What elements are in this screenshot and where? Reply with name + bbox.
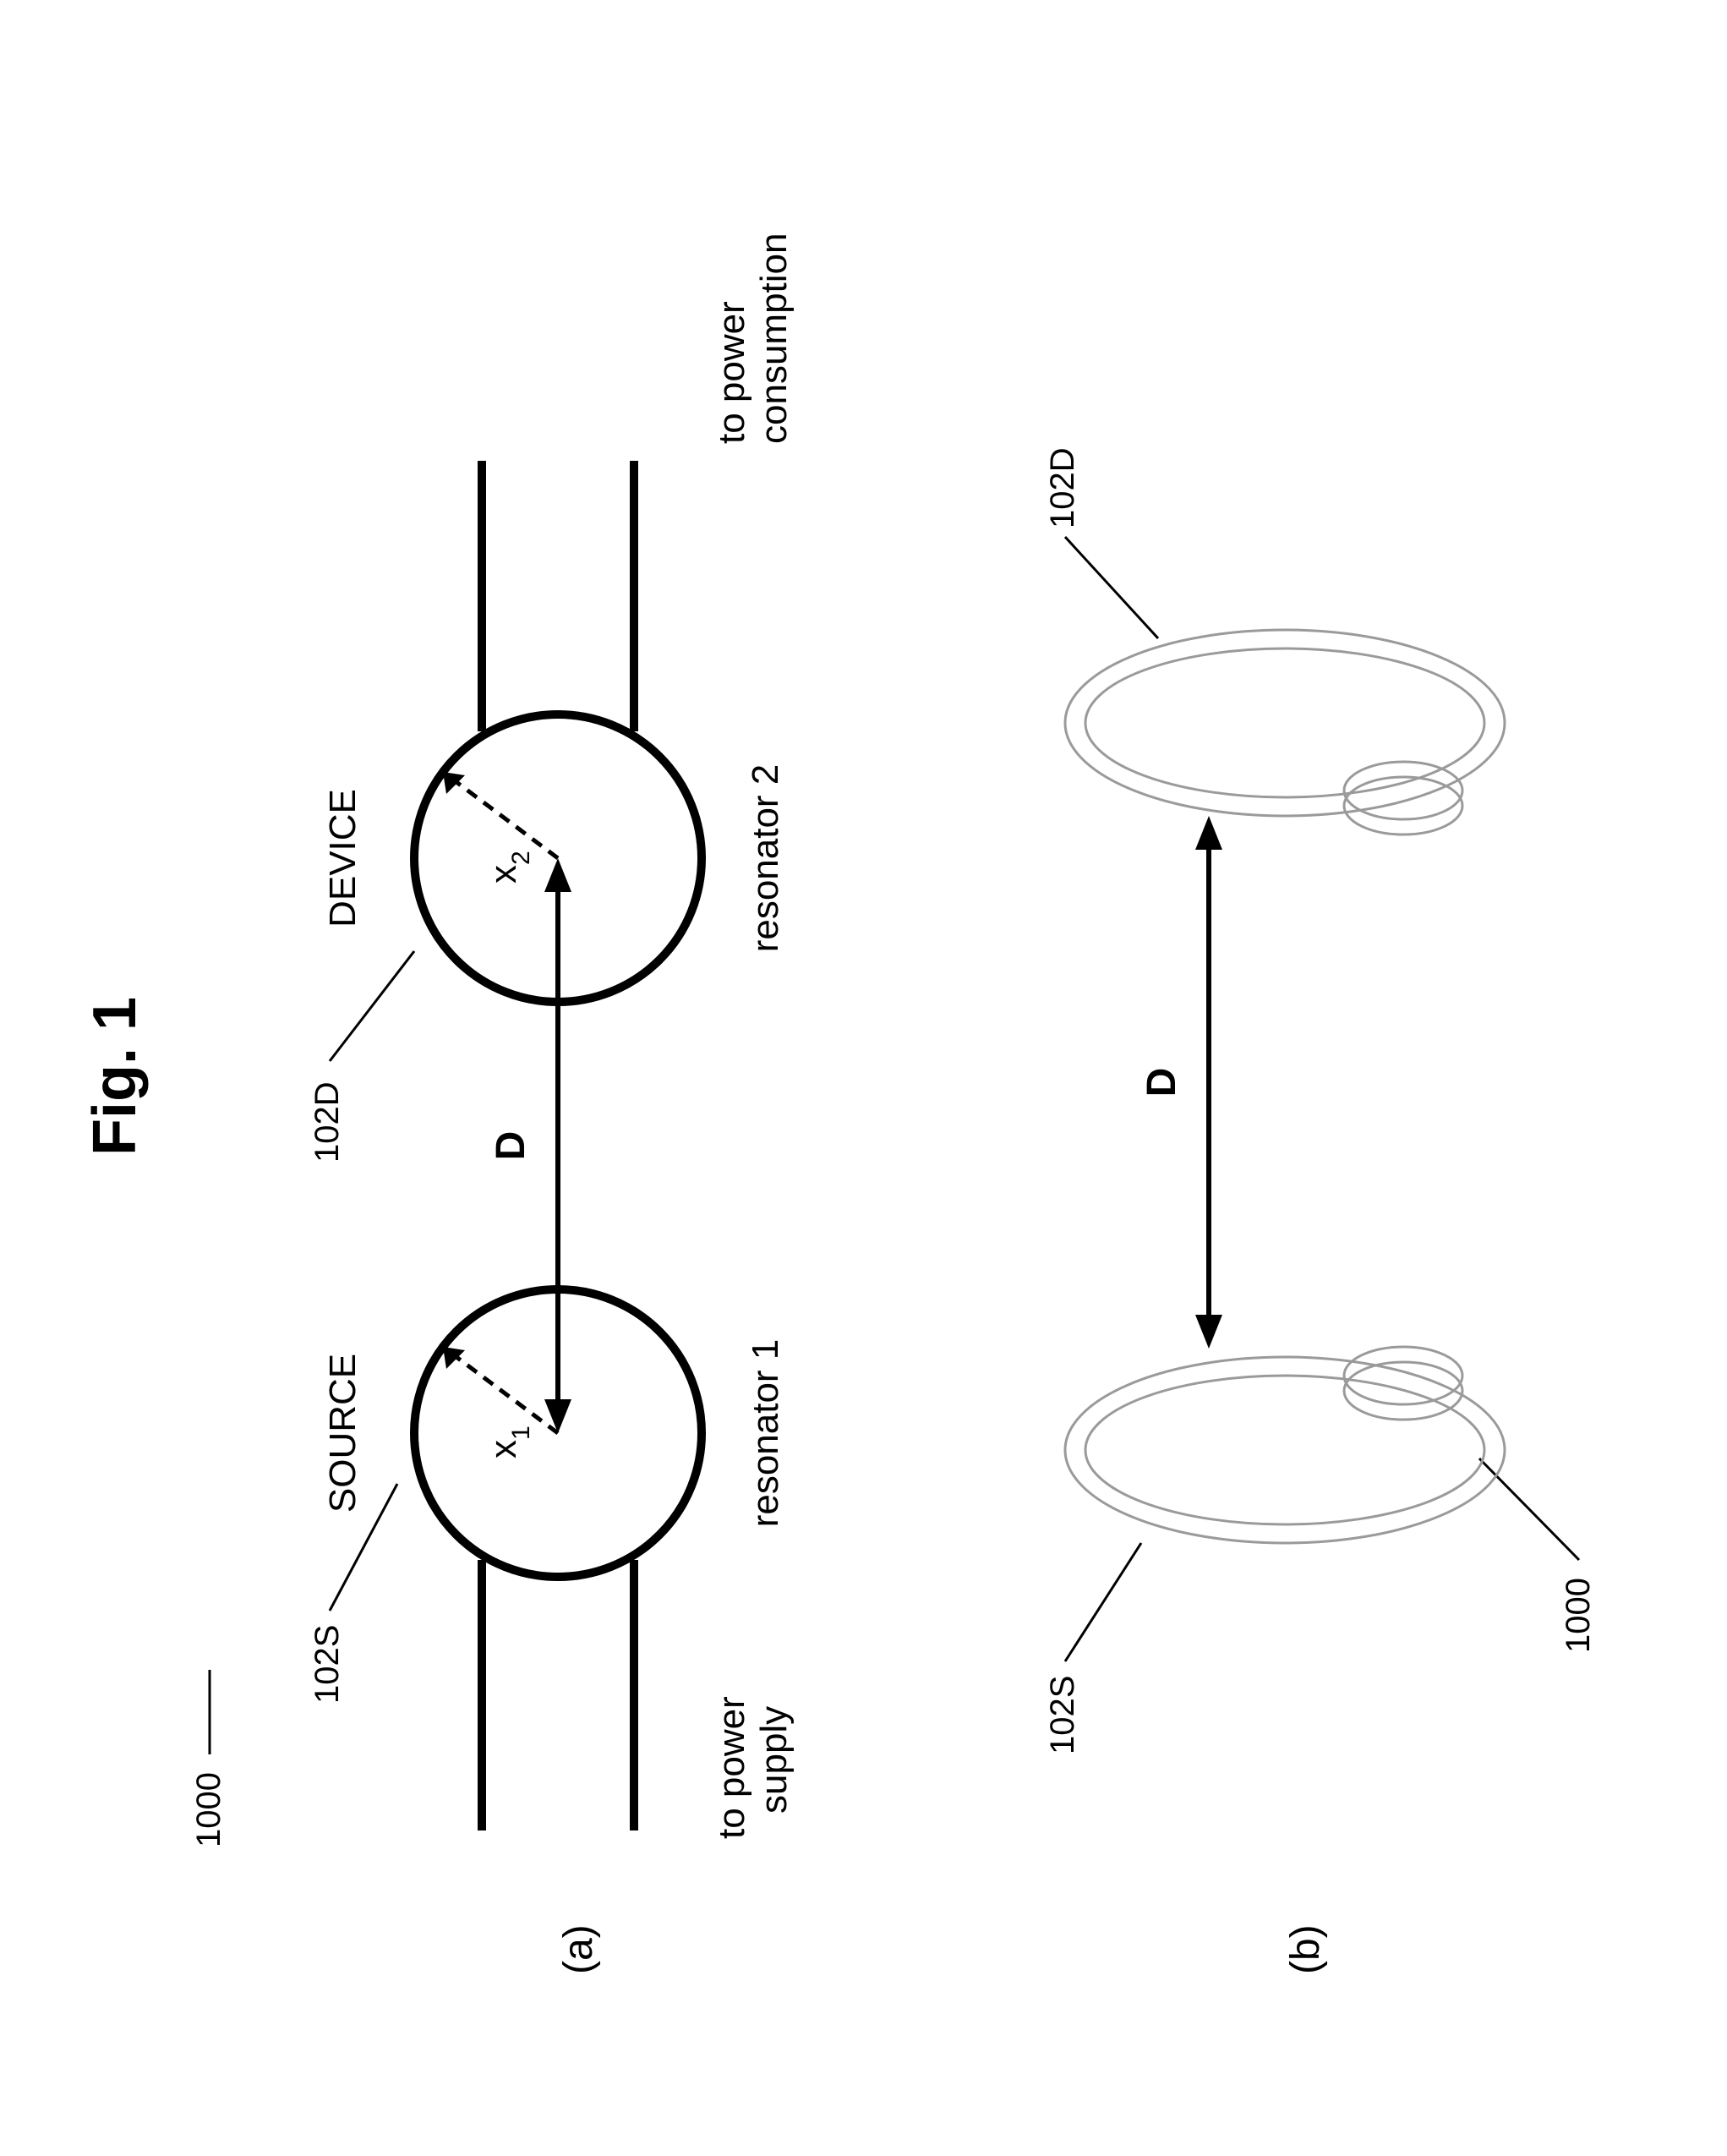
figure-page: Fig. 1 (a) 1000 102S SOURCE [0,0,1727,2152]
panel-b-source-coil [1065,1347,1505,1543]
device-ref-leader [330,951,414,1061]
panel-b-distance-label: D [1139,1068,1184,1097]
panel-a-letter: (a) [556,1924,601,1974]
panel-b-device-coil [1065,630,1505,834]
device-radius-sub: 2 [507,851,535,865]
panel-b-system-ref-leader [1479,1458,1579,1560]
source-label-bottom: resonator 1 [745,1339,786,1528]
source-resonator-group: 102S SOURCE to power supply x [309,1289,795,1839]
device-label-bottom: resonator 2 [745,764,786,953]
panel-b-device-ref: 102D [1044,447,1081,528]
panel-b-device-ref-leader [1065,537,1158,638]
source-ref: 102S [309,1625,346,1704]
source-radius-line [443,1347,558,1433]
device-resonator-group: DEVICE 102D to power consumption x [309,233,795,1163]
device-radius-line [443,772,558,858]
panel-a-distance-group: D [489,858,571,1433]
source-lead-text-2: supply [753,1706,795,1814]
panel-a: (a) 1000 102S SOURCE [190,233,795,1974]
device-radius-arrowhead [443,772,465,794]
device-lead-text-1: to power [711,301,752,444]
panel-b-distance-group: D [1139,816,1222,1349]
source-radius-label: x [483,1440,524,1458]
panel-a-distance-arrow-right [544,858,571,892]
source-lead-text-1: to power [711,1696,752,1839]
panel-b-system-ref: 1000 [1560,1578,1597,1653]
panel-b-source-ref: 102S [1044,1676,1081,1754]
figure-title: Fig. 1 [81,997,149,1156]
panel-a-system-ref: 1000 [190,1772,227,1847]
panel-b-source-ref-leader [1065,1543,1141,1661]
figure-svg: Fig. 1 (a) 1000 102S SOURCE [0,0,1727,2152]
panel-b-letter: (b) [1283,1924,1328,1974]
device-lead-text-2: consumption [753,233,795,444]
source-radius-arrowhead [443,1347,465,1369]
device-ref: 102D [309,1081,346,1163]
panel-a-distance-label: D [489,1131,533,1161]
device-label-top: DEVICE [322,789,363,928]
panel-b-distance-arrow-left [1195,1315,1222,1349]
source-label-top: SOURCE [322,1354,363,1513]
device-radius-label: x [483,865,524,884]
panel-b: (b) 102S 102D 1000 [1044,447,1597,1974]
source-radius-sub: 1 [507,1425,535,1440]
panel-b-distance-arrow-right [1195,816,1222,850]
